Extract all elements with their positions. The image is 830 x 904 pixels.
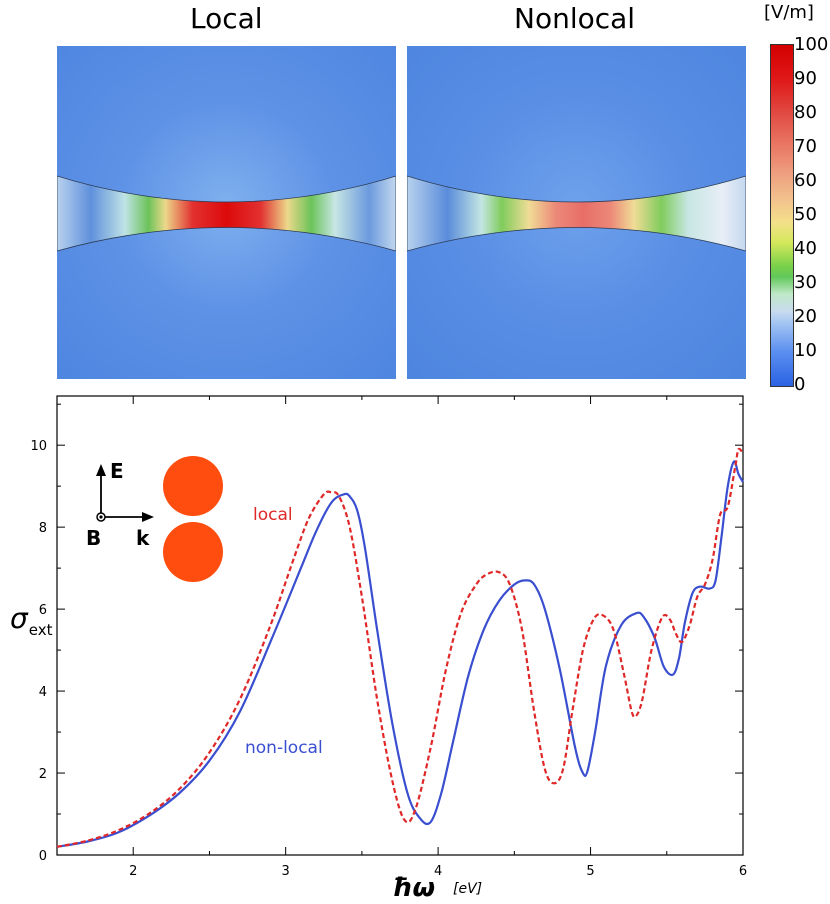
colorbar-tick-10: 10 bbox=[794, 340, 817, 361]
b-field-dot-icon bbox=[96, 512, 106, 522]
polarization-inset: E B k bbox=[86, 456, 223, 582]
colorbar-tick-30: 30 bbox=[794, 272, 817, 293]
sphere-top bbox=[163, 456, 223, 516]
x-axis-label: ħω bbox=[392, 873, 435, 903]
colorbar-tick-40: 40 bbox=[794, 238, 817, 259]
panel-title-nonlocal: Nonlocal bbox=[514, 2, 636, 35]
y-axis-symbol: σ bbox=[10, 602, 29, 635]
colorbar-tick-60: 60 bbox=[794, 170, 817, 191]
y-axis-label: σext bbox=[10, 602, 53, 639]
field-map-nonlocal bbox=[407, 46, 746, 379]
x-tick-label: 5 bbox=[586, 864, 594, 879]
colorbar-tick-0: 0 bbox=[794, 374, 806, 395]
colorbar-unit: [V/m] bbox=[764, 2, 814, 23]
x-tick-label: 3 bbox=[282, 864, 290, 879]
field-map-local bbox=[57, 46, 396, 379]
y-tick-label: 8 bbox=[39, 521, 47, 536]
y-tick-label: 2 bbox=[39, 767, 47, 782]
x-tick-label: 6 bbox=[739, 864, 747, 879]
x-tick-label: 4 bbox=[434, 864, 442, 879]
colorbar-tick-70: 70 bbox=[794, 136, 817, 157]
annotation-local: local bbox=[253, 505, 293, 525]
y-tick-label: 0 bbox=[39, 849, 47, 864]
colorbar-tick-80: 80 bbox=[794, 102, 817, 123]
colorbar-tick-90: 90 bbox=[794, 68, 817, 89]
y-tick-label: 4 bbox=[39, 685, 47, 700]
sphere-bottom bbox=[163, 522, 223, 582]
b-field-dot-center bbox=[99, 515, 103, 519]
series-line-non-local bbox=[56, 460, 744, 848]
b-label: B bbox=[86, 526, 101, 550]
colorbar-tick-20: 20 bbox=[794, 306, 817, 327]
y-axis-subscript: ext bbox=[29, 621, 53, 639]
x-tick-label: 2 bbox=[129, 864, 137, 879]
panel-title-local: Local bbox=[190, 2, 263, 35]
k-label: k bbox=[136, 526, 150, 550]
e-arrowhead-icon bbox=[96, 464, 106, 476]
y-tick-label: 10 bbox=[30, 439, 47, 454]
x-axis-unit: [eV] bbox=[453, 881, 482, 897]
y-tick-label: 6 bbox=[39, 603, 47, 618]
k-arrowhead-icon bbox=[142, 512, 154, 522]
annotation-nonlocal: non-local bbox=[245, 738, 323, 758]
colorbar bbox=[770, 44, 794, 387]
e-label: E bbox=[110, 459, 124, 483]
colorbar-tick-100: 100 bbox=[794, 34, 829, 55]
plot-frame bbox=[56, 395, 744, 856]
colorbar-tick-50: 50 bbox=[794, 204, 817, 225]
series-line-local bbox=[56, 447, 744, 848]
